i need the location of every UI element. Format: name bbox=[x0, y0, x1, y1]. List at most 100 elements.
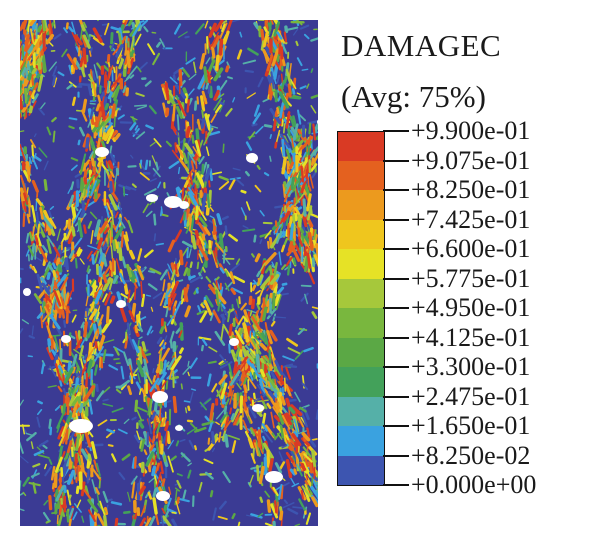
damage-streak bbox=[84, 198, 90, 212]
aggregate-particle bbox=[252, 404, 264, 412]
damage-streak bbox=[86, 354, 92, 362]
damage-streak bbox=[21, 20, 28, 30]
damage-streak bbox=[79, 159, 85, 175]
damage-streak bbox=[231, 20, 240, 23]
damage-streak bbox=[214, 54, 220, 71]
damage-streak bbox=[184, 305, 191, 318]
damage-streak bbox=[257, 512, 264, 518]
damage-streak bbox=[48, 20, 53, 34]
damage-streak bbox=[20, 76, 25, 85]
damage-streak bbox=[225, 107, 233, 117]
damage-streak bbox=[87, 453, 92, 462]
aggregate-particle bbox=[164, 196, 182, 208]
damage-streak bbox=[68, 457, 73, 470]
damage-streak bbox=[108, 364, 119, 371]
damage-streak bbox=[232, 375, 241, 385]
damage-streak bbox=[70, 446, 74, 458]
damage-streak bbox=[204, 398, 212, 405]
damage-streak bbox=[106, 54, 111, 64]
damage-streak bbox=[162, 515, 172, 526]
damage-streak bbox=[152, 292, 163, 300]
damage-streak bbox=[131, 416, 137, 421]
damage-streak bbox=[79, 177, 84, 192]
damage-streak bbox=[203, 226, 211, 236]
damage-streak bbox=[282, 355, 295, 362]
damage-streak bbox=[153, 165, 161, 177]
damage-streak bbox=[173, 23, 182, 35]
damage-streak bbox=[104, 291, 112, 306]
damage-streak bbox=[80, 481, 86, 497]
damage-streak bbox=[215, 409, 225, 420]
legend-tick bbox=[383, 130, 409, 132]
damage-streak bbox=[122, 20, 126, 23]
damage-streak bbox=[199, 401, 208, 411]
damage-streak bbox=[159, 460, 164, 475]
damage-streak bbox=[285, 397, 292, 410]
damage-streak bbox=[271, 48, 280, 67]
damage-streak bbox=[66, 440, 73, 454]
damage-streak bbox=[78, 367, 83, 385]
damage-streak bbox=[251, 284, 257, 292]
damage-streak bbox=[52, 262, 57, 270]
damage-streak bbox=[187, 405, 191, 412]
damage-streak bbox=[95, 103, 101, 112]
damage-streak bbox=[48, 210, 53, 219]
damage-streak bbox=[278, 251, 282, 266]
damage-streak bbox=[26, 213, 31, 224]
damage-streak bbox=[272, 520, 276, 526]
damage-streak bbox=[294, 523, 300, 526]
damage-streak bbox=[166, 430, 171, 445]
damage-streak bbox=[289, 161, 295, 169]
damage-streak bbox=[31, 204, 37, 223]
damage-streak bbox=[79, 338, 86, 348]
damage-streak bbox=[93, 310, 99, 322]
damage-streak bbox=[139, 440, 143, 449]
damage-streak bbox=[220, 382, 228, 400]
damage-streak bbox=[104, 22, 110, 36]
damage-streak bbox=[56, 424, 61, 433]
damage-streak bbox=[232, 361, 239, 374]
damage-streak bbox=[56, 228, 61, 241]
damage-streak bbox=[156, 336, 163, 345]
damage-streak bbox=[20, 89, 23, 97]
damage-streak bbox=[95, 121, 105, 133]
damage-streak bbox=[172, 74, 176, 81]
damage-streak bbox=[135, 131, 146, 140]
damage-streak bbox=[41, 53, 47, 73]
damage-streak bbox=[300, 179, 307, 194]
damage-streak bbox=[32, 254, 43, 262]
damage-streak bbox=[70, 164, 78, 171]
aggregate-particle bbox=[116, 300, 126, 308]
damage-streak bbox=[137, 248, 143, 262]
damage-streak bbox=[165, 140, 172, 147]
damage-streak bbox=[90, 441, 98, 460]
damage-streak bbox=[68, 125, 75, 130]
damage-streak bbox=[156, 420, 162, 434]
damage-streak bbox=[96, 462, 101, 477]
damage-streak bbox=[25, 161, 31, 175]
damage-streak bbox=[218, 175, 229, 182]
damage-streak bbox=[269, 155, 272, 162]
damage-streak bbox=[113, 116, 116, 128]
damage-streak bbox=[249, 474, 254, 486]
damage-streak bbox=[257, 76, 264, 88]
damage-streak bbox=[200, 344, 204, 352]
damage-streak bbox=[94, 250, 100, 264]
damage-streak bbox=[44, 463, 47, 470]
damage-streak bbox=[37, 74, 44, 92]
damage-streak bbox=[114, 347, 120, 356]
damage-streak bbox=[109, 145, 113, 154]
damage-streak bbox=[155, 242, 164, 246]
damage-streak bbox=[284, 177, 294, 195]
damage-streak bbox=[179, 67, 184, 71]
damage-streak bbox=[204, 20, 209, 29]
damage-streak bbox=[162, 359, 167, 376]
damage-streak bbox=[203, 299, 213, 316]
damage-streak bbox=[227, 434, 241, 441]
damage-streak bbox=[256, 270, 261, 278]
damage-streak bbox=[75, 338, 83, 350]
damage-streak bbox=[313, 466, 316, 480]
damage-streak bbox=[223, 419, 232, 431]
damage-streak bbox=[40, 213, 53, 229]
damage-streak bbox=[21, 67, 27, 76]
